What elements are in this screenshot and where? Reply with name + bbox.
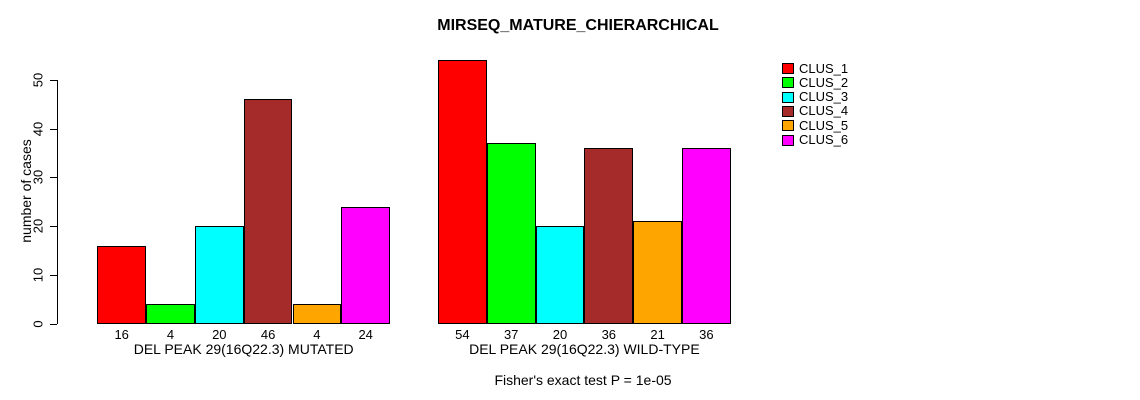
- y-axis-tick-label: 20: [30, 218, 46, 234]
- y-axis-tick: [50, 226, 57, 228]
- legend-entry-clus_2: CLUS_2: [782, 74, 849, 90]
- bar-value-label: 16: [114, 326, 129, 342]
- legend-swatch-clus_3: [782, 91, 794, 103]
- bar-clus_1-group2: [438, 60, 487, 325]
- bar-clus_3-group1: [194, 226, 244, 325]
- bar-clus_2-group2: [486, 143, 536, 325]
- bar-value-label: 46: [260, 326, 276, 342]
- legend-swatch-clus_4: [782, 105, 794, 117]
- bar-value-label: 36: [699, 326, 714, 342]
- legend-label: CLUS_3: [799, 89, 849, 105]
- x-axis-group-label: DEL PEAK 29(16Q22.3) WILD-TYPE: [469, 340, 700, 357]
- bar-value-label: 20: [552, 326, 568, 342]
- bar-value-label: 20: [212, 326, 227, 342]
- y-axis-line: [57, 79, 58, 325]
- y-axis-tick: [50, 274, 57, 276]
- legend-swatch-clus_5: [782, 120, 794, 132]
- bar-clus_3-group2: [535, 226, 585, 325]
- bar-value-label: 37: [503, 326, 519, 342]
- legend-entry-clus_3: CLUS_3: [782, 89, 849, 105]
- bar-value-label: 4: [166, 326, 175, 342]
- bar-value-label: 24: [358, 326, 373, 342]
- y-axis-tick: [50, 323, 57, 325]
- y-axis-tick: [50, 79, 57, 81]
- y-axis-tick-label: 50: [30, 72, 46, 88]
- legend-entry-clus_5: CLUS_5: [782, 117, 849, 133]
- y-axis-tick-label: 40: [30, 121, 46, 136]
- legend-label: CLUS_6: [799, 132, 849, 148]
- bar-clus_1-group1: [97, 245, 147, 325]
- bar-value-label: 4: [313, 326, 321, 342]
- y-axis-tick: [50, 128, 57, 130]
- bar-clus_5-group2: [633, 221, 682, 325]
- legend-entry-clus_1: CLUS_1: [782, 60, 849, 76]
- annotation-fisher-test: Fisher's exact test P = 1e-05: [494, 372, 672, 388]
- legend-entry-clus_4: CLUS_4: [782, 103, 849, 119]
- x-axis-group-label: DEL PEAK 29(16Q22.3) MUTATED: [133, 340, 354, 357]
- bar-clus_4-group1: [243, 99, 293, 325]
- bar-clus_4-group2: [584, 148, 634, 325]
- y-axis-tick: [50, 177, 57, 179]
- legend-swatch-clus_6: [782, 134, 794, 146]
- y-axis-tick-label: 30: [30, 170, 46, 185]
- chart-title: MIRSEQ_MATURE_CHIERARCHICAL: [437, 17, 719, 34]
- legend-swatch-clus_1: [782, 63, 794, 74]
- y-axis-tick-label: 0: [30, 319, 46, 328]
- legend-label: CLUS_5: [799, 117, 849, 133]
- y-axis-tick-label: 10: [30, 267, 46, 282]
- bar-clus_6-group1: [341, 206, 391, 325]
- bar-clus_2-group1: [146, 304, 195, 325]
- bar-value-label: 21: [650, 326, 665, 342]
- legend-entry-clus_6: CLUS_6: [782, 132, 849, 148]
- legend-swatch-clus_2: [782, 77, 794, 89]
- bar-value-label: 54: [455, 326, 470, 342]
- bar-clus_5-group1: [292, 304, 342, 325]
- legend-label: CLUS_1: [799, 60, 849, 76]
- legend-label: CLUS_2: [799, 74, 849, 90]
- legend-label: CLUS_4: [799, 103, 849, 119]
- bar-value-label: 36: [601, 326, 617, 342]
- bar-clus_6-group2: [682, 148, 731, 325]
